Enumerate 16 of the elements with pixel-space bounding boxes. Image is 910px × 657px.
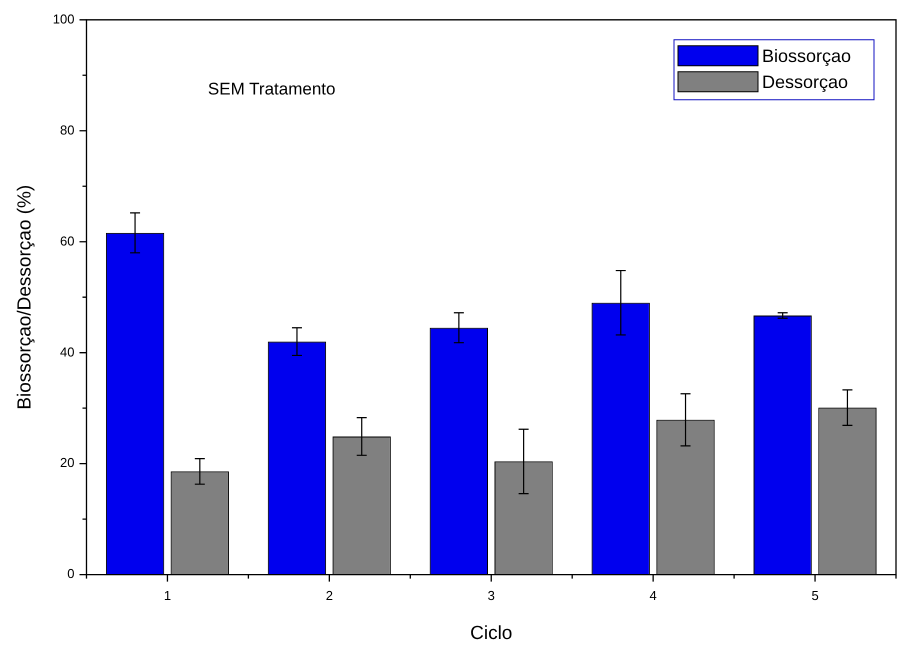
- y-tick-label: 60: [60, 233, 74, 248]
- x-tick-label: 4: [650, 588, 657, 603]
- x-tick-label: 1: [164, 588, 172, 603]
- annotation: SEM Tratamento: [208, 79, 336, 98]
- y-tick-label: 80: [60, 122, 74, 138]
- x-tick-label: 5: [811, 588, 819, 603]
- x-tick-label: 3: [488, 588, 495, 603]
- y-tick-label: 0: [67, 566, 74, 582]
- y-tick-label: 100: [52, 11, 74, 26]
- x-tick-label: 2: [326, 588, 333, 603]
- y-axis-title: Biossorçao/Dessorçao (%): [14, 184, 36, 410]
- x-axis-title: Ciclo: [470, 622, 512, 644]
- legend-label: Biossorçao: [762, 46, 852, 66]
- y-tick-label: 20: [60, 455, 74, 470]
- y-tick-label: 40: [60, 344, 74, 360]
- legend-label: Dessorçao: [762, 72, 848, 92]
